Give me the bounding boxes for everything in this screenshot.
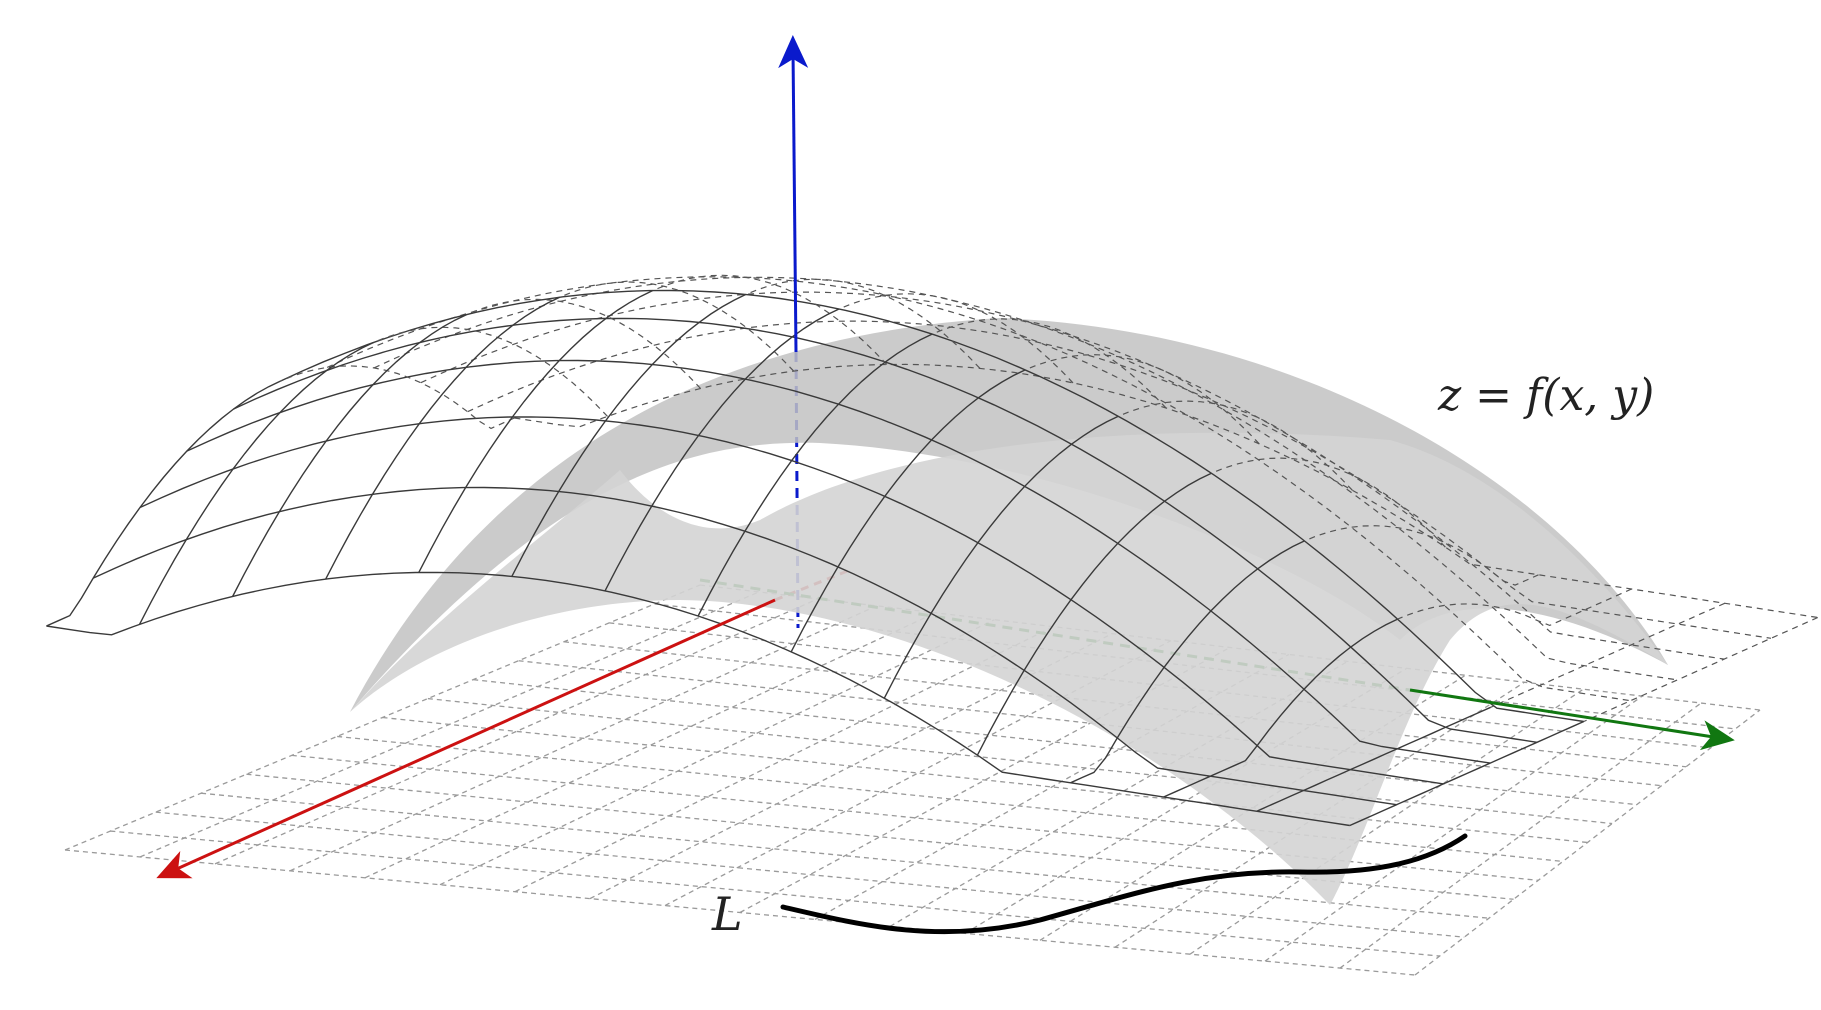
mesh-line-y-hidden: [745, 278, 981, 369]
mesh-line-y: [231, 313, 467, 597]
mesh-line-y-hidden: [838, 293, 1074, 384]
mesh-line-y: [325, 296, 561, 580]
mesh-line-y: [1256, 706, 1491, 812]
grid-line: [964, 667, 1408, 934]
surface-back-sheet: [350, 318, 1668, 712]
grid-line: [1264, 695, 1643, 962]
mesh-line-y-hidden: [373, 326, 608, 417]
grid-line: [382, 716, 1588, 844]
mesh-line-y: [604, 308, 840, 592]
surface-mesh: [46, 274, 1819, 827]
grid-line: [364, 612, 936, 879]
surface-front-sheet: [350, 432, 1668, 905]
grid-line: [1414, 709, 1761, 976]
grid-line: [609, 622, 1711, 749]
mesh-line-y: [790, 369, 1026, 653]
mesh-line-x: [420, 291, 1725, 660]
grid-line: [64, 849, 1416, 976]
curve-label: L: [711, 887, 743, 941]
mesh-line-y: [511, 293, 747, 577]
grid-line: [427, 697, 1613, 825]
mesh-line-y: [418, 289, 654, 573]
grid-line: [1339, 702, 1702, 969]
grid-line: [563, 641, 1687, 768]
surface: [46, 274, 1819, 905]
mesh-line-y-hidden: [559, 281, 795, 372]
grid-line: [155, 811, 1465, 938]
grid-line: [739, 646, 1231, 914]
mesh-line-x: [373, 276, 1678, 681]
mesh-line-y: [1349, 720, 1585, 827]
mesh-line-y-hidden: [931, 318, 1167, 409]
x-axis: [156, 598, 776, 879]
surface-label: z = f(x, y): [1437, 370, 1654, 421]
mesh-line-y-hidden: [1583, 616, 1819, 723]
mesh-line-y: [883, 415, 1119, 699]
mesh-line-y-hidden: [1211, 457, 1446, 548]
grid-line: [214, 598, 819, 865]
mesh-line-y: [697, 333, 933, 617]
grid-line: [514, 626, 1054, 893]
visible-axes: [156, 35, 1735, 879]
mesh-line-y-hidden: [1304, 525, 1539, 586]
mesh-line-y: [138, 341, 374, 625]
grid-line: [518, 660, 1662, 787]
mesh-line-y-hidden: [1490, 602, 1725, 708]
z-axis: [778, 35, 809, 353]
grid-line: [110, 830, 1440, 957]
mesh-line-y-hidden: [652, 274, 888, 365]
mesh-line-y: [976, 472, 1212, 756]
mesh-line-y-hidden: [466, 298, 702, 389]
y-axis: [1409, 688, 1735, 751]
mesh-line-y: [1163, 618, 1398, 798]
mesh-line-y-hidden: [1024, 354, 1260, 445]
mesh-line-y: [1070, 540, 1305, 784]
mesh-line-y-hidden: [1118, 400, 1353, 491]
mesh-line-x: [326, 276, 1631, 702]
curve-l: [780, 833, 1468, 935]
mesh-line-y-hidden: [280, 365, 515, 430]
mesh-line-x: [467, 320, 1772, 639]
grid-line: [291, 754, 1539, 882]
mesh-line-y: [46, 380, 281, 627]
